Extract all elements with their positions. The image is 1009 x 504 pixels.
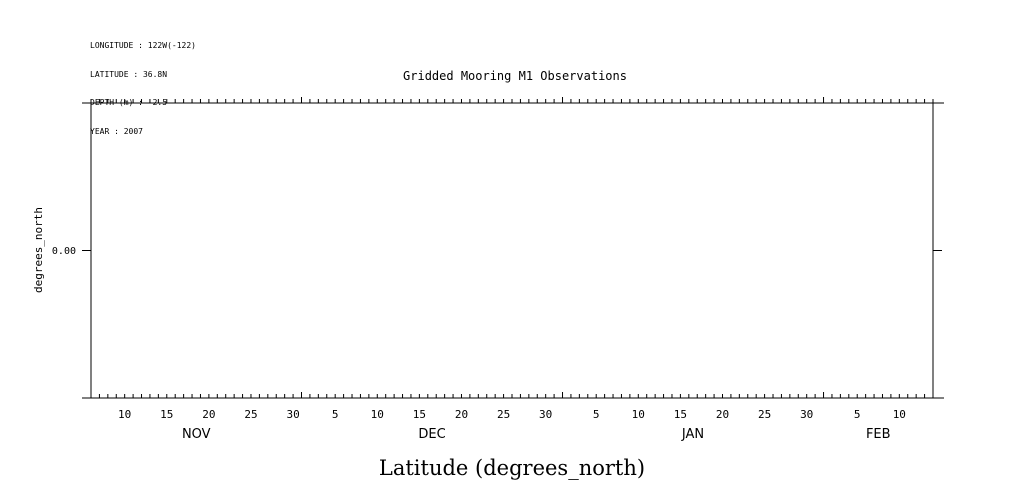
x-day-label-11: 5: [593, 408, 600, 421]
x-day-label-13: 15: [674, 408, 687, 421]
x-month-label-1: DEC: [418, 427, 445, 442]
x-day-label-2: 20: [202, 408, 215, 421]
x-day-label-1: 15: [160, 408, 173, 421]
x-day-label-12: 10: [632, 408, 645, 421]
year-label: YEAR : 2007: [90, 126, 143, 136]
x-axis-tick-labels: 10 15 20 25 30 5 10 15 20 25 30 5 10 15 20 25 30 5 10 NOV DE…: [118, 408, 906, 442]
x-month-label-3: FEB: [866, 427, 891, 442]
x-day-label-3: 25: [244, 408, 257, 421]
y-axis-ticks: [82, 102, 942, 399]
x-day-label-17: 5: [854, 408, 861, 421]
chart-title: Gridded Mooring M1 Observations: [403, 69, 627, 83]
x-day-label-5: 5: [332, 408, 339, 421]
x-day-label-9: 25: [497, 408, 510, 421]
x-day-label-6: 10: [371, 408, 384, 421]
x-day-label-0: 10: [118, 408, 131, 421]
x-day-label-7: 15: [413, 408, 426, 421]
latitude-label: LATITUDE : 36.8N: [90, 69, 168, 79]
x-day-label-8: 20: [455, 408, 468, 421]
x-day-label-14: 20: [716, 408, 729, 421]
x-day-label-10: 30: [539, 408, 552, 421]
x-axis-ticks: [82, 97, 944, 399]
y-tick-label-0: 0.00: [52, 246, 76, 257]
x-day-label-15: 25: [758, 408, 771, 421]
plot-frame: [90, 102, 934, 399]
x-month-label-0: NOV: [182, 427, 211, 442]
x-day-label-18: 10: [893, 408, 906, 421]
y-axis-label: degrees_north: [32, 207, 45, 293]
x-day-label-4: 30: [286, 408, 299, 421]
x-day-label-16: 30: [800, 408, 813, 421]
x-month-label-2: JAN: [681, 427, 704, 442]
x-axis-label: Latitude (degrees_north): [379, 456, 645, 480]
longitude-label: LONGITUDE : 122W(-122): [90, 41, 196, 50]
